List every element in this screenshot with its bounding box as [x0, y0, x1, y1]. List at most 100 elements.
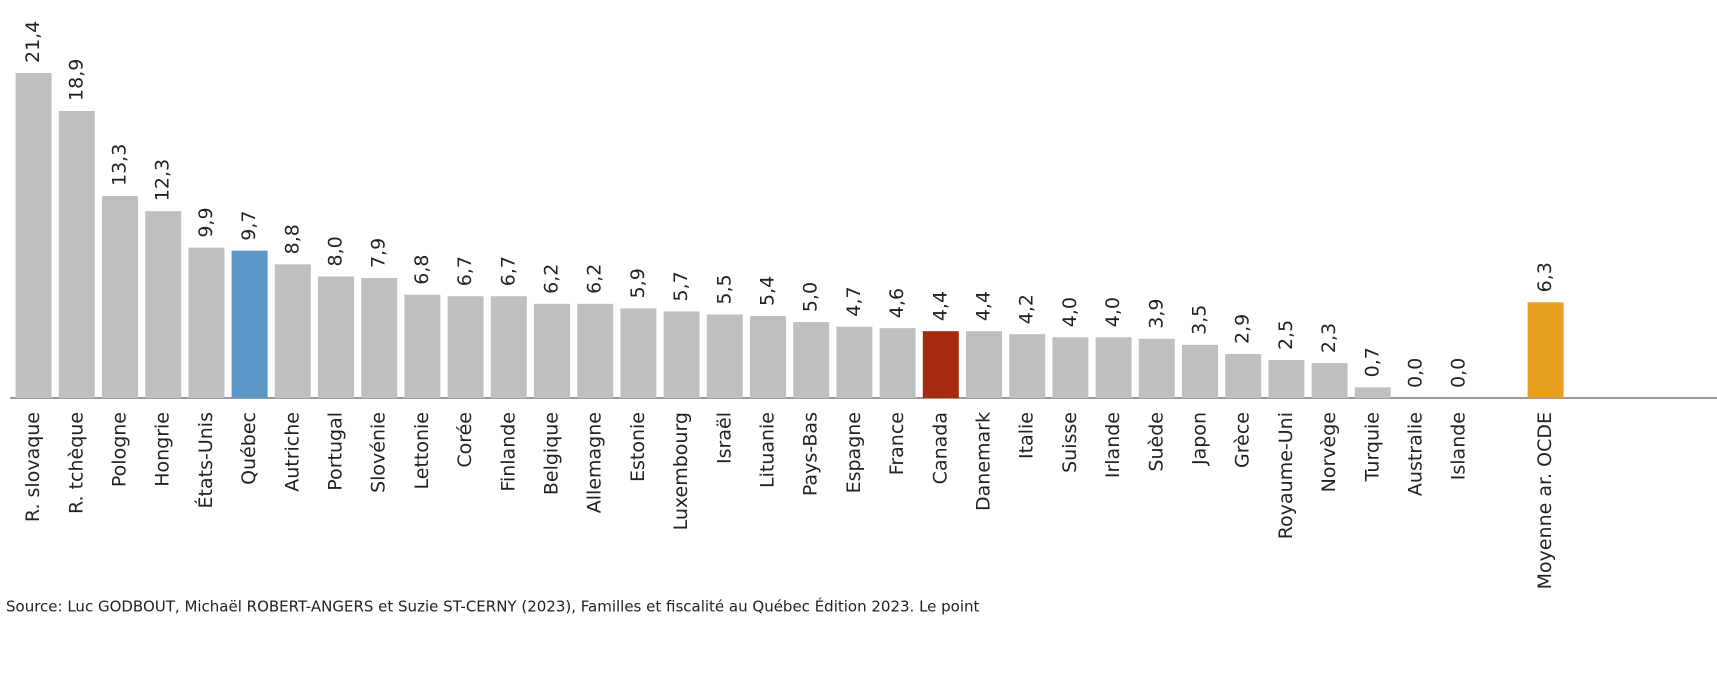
x-tick-label: Suisse — [1059, 412, 1081, 473]
bar — [534, 303, 570, 398]
x-tick-label: Allemagne — [584, 412, 606, 513]
x-tick-label: États-Unis — [194, 412, 217, 508]
bar — [793, 322, 830, 398]
bar — [361, 278, 398, 398]
bar — [1225, 353, 1262, 398]
data-label: 4,4 — [929, 291, 951, 321]
x-tick-label: Corée — [454, 412, 476, 468]
bar — [1311, 363, 1348, 398]
x-tick-label: Luxembourg — [670, 412, 692, 530]
data-label: 5,5 — [713, 274, 735, 304]
bar — [1268, 360, 1305, 398]
bar — [966, 331, 1002, 398]
bar — [1095, 337, 1132, 398]
bar — [102, 196, 138, 398]
x-tick-label: Espagne — [843, 412, 865, 493]
data-label: 0,0 — [1405, 358, 1427, 388]
x-tick-label: Québec — [238, 412, 260, 485]
x-tick-label: Turquie — [1361, 412, 1383, 482]
bar — [58, 110, 95, 399]
data-label: 6,7 — [497, 256, 519, 286]
x-tick-label: Belgique — [541, 412, 563, 495]
bar — [188, 247, 225, 398]
bar — [490, 296, 527, 398]
bar — [1052, 337, 1089, 398]
x-tick-label: R. slovaque — [22, 412, 44, 522]
data-label: 2,3 — [1318, 323, 1340, 353]
data-label: 4,0 — [1059, 297, 1081, 327]
x-tick-label: Autriche — [281, 412, 303, 492]
bar — [1354, 387, 1391, 398]
bar — [318, 276, 354, 398]
x-tick-label: France — [886, 412, 908, 475]
data-label: 5,7 — [670, 271, 692, 301]
x-tick-label: Australie — [1405, 412, 1427, 496]
data-label: 9,9 — [195, 207, 217, 237]
data-label: 5,9 — [627, 268, 649, 298]
source: Source: Luc GODBOUT, Michaël ROBERT-ANGE… — [6, 597, 980, 616]
x-tick-label: Pays-Bas — [800, 412, 822, 496]
bar — [750, 315, 786, 398]
data-label: 6,3 — [1534, 262, 1556, 292]
bar — [231, 250, 268, 398]
data-label: 4,6 — [886, 288, 908, 318]
data-label: 4,7 — [843, 286, 865, 316]
x-tick-label: Slovénie — [368, 412, 390, 493]
data-label: 0,0 — [1448, 358, 1470, 388]
data-label: 3,5 — [1189, 305, 1211, 335]
x-tick-label: Estonie — [627, 412, 649, 482]
data-label: 13,3 — [109, 144, 131, 186]
x-tick-label: Grèce — [1232, 412, 1254, 468]
data-label: 12,3 — [152, 159, 174, 201]
bar — [15, 73, 52, 398]
bar — [1182, 344, 1218, 398]
bar — [1527, 302, 1564, 398]
data-label: 7,9 — [368, 238, 390, 268]
data-label: 5,4 — [757, 276, 779, 306]
bar — [145, 211, 182, 398]
data-label: 4,2 — [1016, 294, 1038, 324]
x-tick-label: Pologne — [109, 412, 131, 487]
x-tick-label: Canada — [929, 412, 951, 484]
x-tick-label: Danemark — [973, 412, 995, 511]
x-tick-label: Finlande — [497, 412, 519, 492]
data-label: 5,0 — [800, 282, 822, 312]
x-tick-label: Hongrie — [152, 412, 174, 487]
data-label: 21,4 — [22, 21, 44, 63]
x-tick-label: Portugal — [325, 412, 347, 491]
x-tick-label: Suède — [1145, 412, 1167, 472]
data-label: 6,8 — [411, 255, 433, 285]
data-label: 8,0 — [325, 236, 347, 266]
x-tick-label: Lettonie — [411, 412, 433, 489]
x-tick-label: Islande — [1448, 412, 1470, 480]
bar — [706, 314, 743, 398]
bar — [836, 326, 873, 398]
data-label: 6,7 — [454, 256, 476, 286]
data-label: 6,2 — [541, 264, 563, 294]
bar — [447, 296, 484, 398]
data-label: 9,7 — [238, 210, 260, 240]
bar — [1009, 334, 1046, 398]
bar — [577, 303, 614, 398]
x-tick-label: Italie — [1016, 412, 1038, 459]
bar — [663, 311, 700, 398]
x-tick-label: Japon — [1189, 412, 1211, 466]
data-label: 4,4 — [973, 291, 995, 321]
data-label: 2,5 — [1275, 320, 1297, 350]
bar — [879, 328, 916, 398]
bar — [274, 264, 311, 398]
data-label: 18,9 — [65, 59, 87, 101]
x-tick-label: Norvège — [1318, 412, 1340, 492]
bar — [922, 331, 959, 398]
data-label: 8,8 — [281, 224, 303, 254]
bar — [620, 308, 657, 398]
x-tick-label: Irlande — [1102, 412, 1124, 478]
data-label: 6,2 — [584, 264, 606, 294]
bar — [1138, 338, 1175, 398]
x-tick-label: R. tchèque — [65, 412, 87, 514]
data-label: 4,0 — [1102, 297, 1124, 327]
x-tick-label: Lituanie — [757, 412, 779, 488]
data-label: 3,9 — [1145, 299, 1167, 329]
x-tick-label: Moyenne ar. OCDE — [1534, 412, 1556, 589]
